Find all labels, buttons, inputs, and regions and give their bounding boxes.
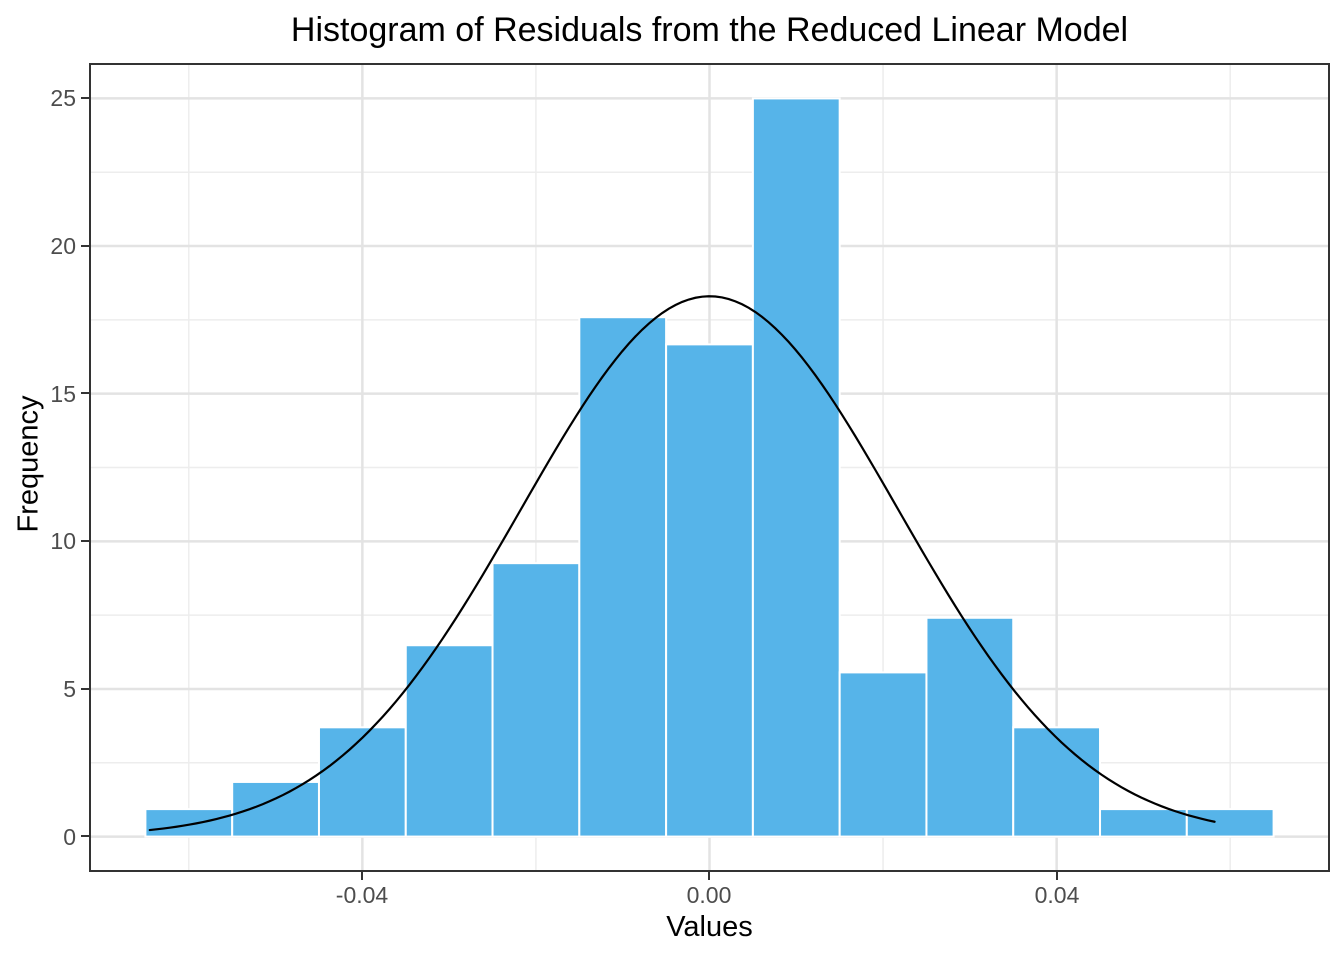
y-tick-mark bbox=[81, 540, 89, 542]
chart-title: Histogram of Residuals from the Reduced … bbox=[290, 11, 1129, 49]
x-tick-label: -0.04 bbox=[335, 882, 389, 908]
y-tick-label: 25 bbox=[50, 85, 76, 111]
x-tick-label: 0.00 bbox=[686, 882, 732, 908]
plot-panel bbox=[89, 63, 1330, 872]
histogram-bar bbox=[1099, 808, 1188, 838]
histogram-bar bbox=[665, 343, 754, 838]
histogram-bar bbox=[491, 562, 581, 838]
y-tick-label: 15 bbox=[50, 381, 76, 407]
x-tick-label: 0.04 bbox=[1034, 882, 1080, 908]
y-tick-label: 0 bbox=[63, 824, 76, 850]
histogram-bar bbox=[578, 316, 668, 838]
y-tick-mark bbox=[81, 835, 89, 837]
histogram-bar bbox=[144, 808, 234, 838]
x-tick-mark bbox=[1056, 872, 1058, 880]
y-axis-label-text: Frequency bbox=[12, 395, 45, 533]
y-tick-mark bbox=[81, 392, 89, 394]
x-tick-mark bbox=[708, 872, 710, 880]
histogram-bar bbox=[231, 780, 320, 838]
plot-svg bbox=[89, 63, 1330, 872]
histogram-bar bbox=[838, 671, 928, 838]
histogram-bar bbox=[751, 97, 841, 838]
y-tick-label: 20 bbox=[50, 233, 76, 259]
y-tick-label: 10 bbox=[50, 528, 76, 554]
y-tick-mark bbox=[81, 688, 89, 690]
histogram-bar bbox=[1185, 808, 1275, 838]
x-tick-mark bbox=[361, 872, 363, 880]
y-tick-label: 5 bbox=[63, 676, 76, 702]
histogram-bar bbox=[317, 726, 407, 838]
y-tick-mark bbox=[81, 245, 89, 247]
y-tick-mark bbox=[81, 97, 89, 99]
normal-density-curve bbox=[148, 295, 1216, 832]
histogram-bar bbox=[925, 616, 1015, 838]
x-axis-label: Values bbox=[666, 911, 753, 943]
panel-border bbox=[89, 63, 1330, 872]
histogram-bar bbox=[1012, 726, 1102, 838]
